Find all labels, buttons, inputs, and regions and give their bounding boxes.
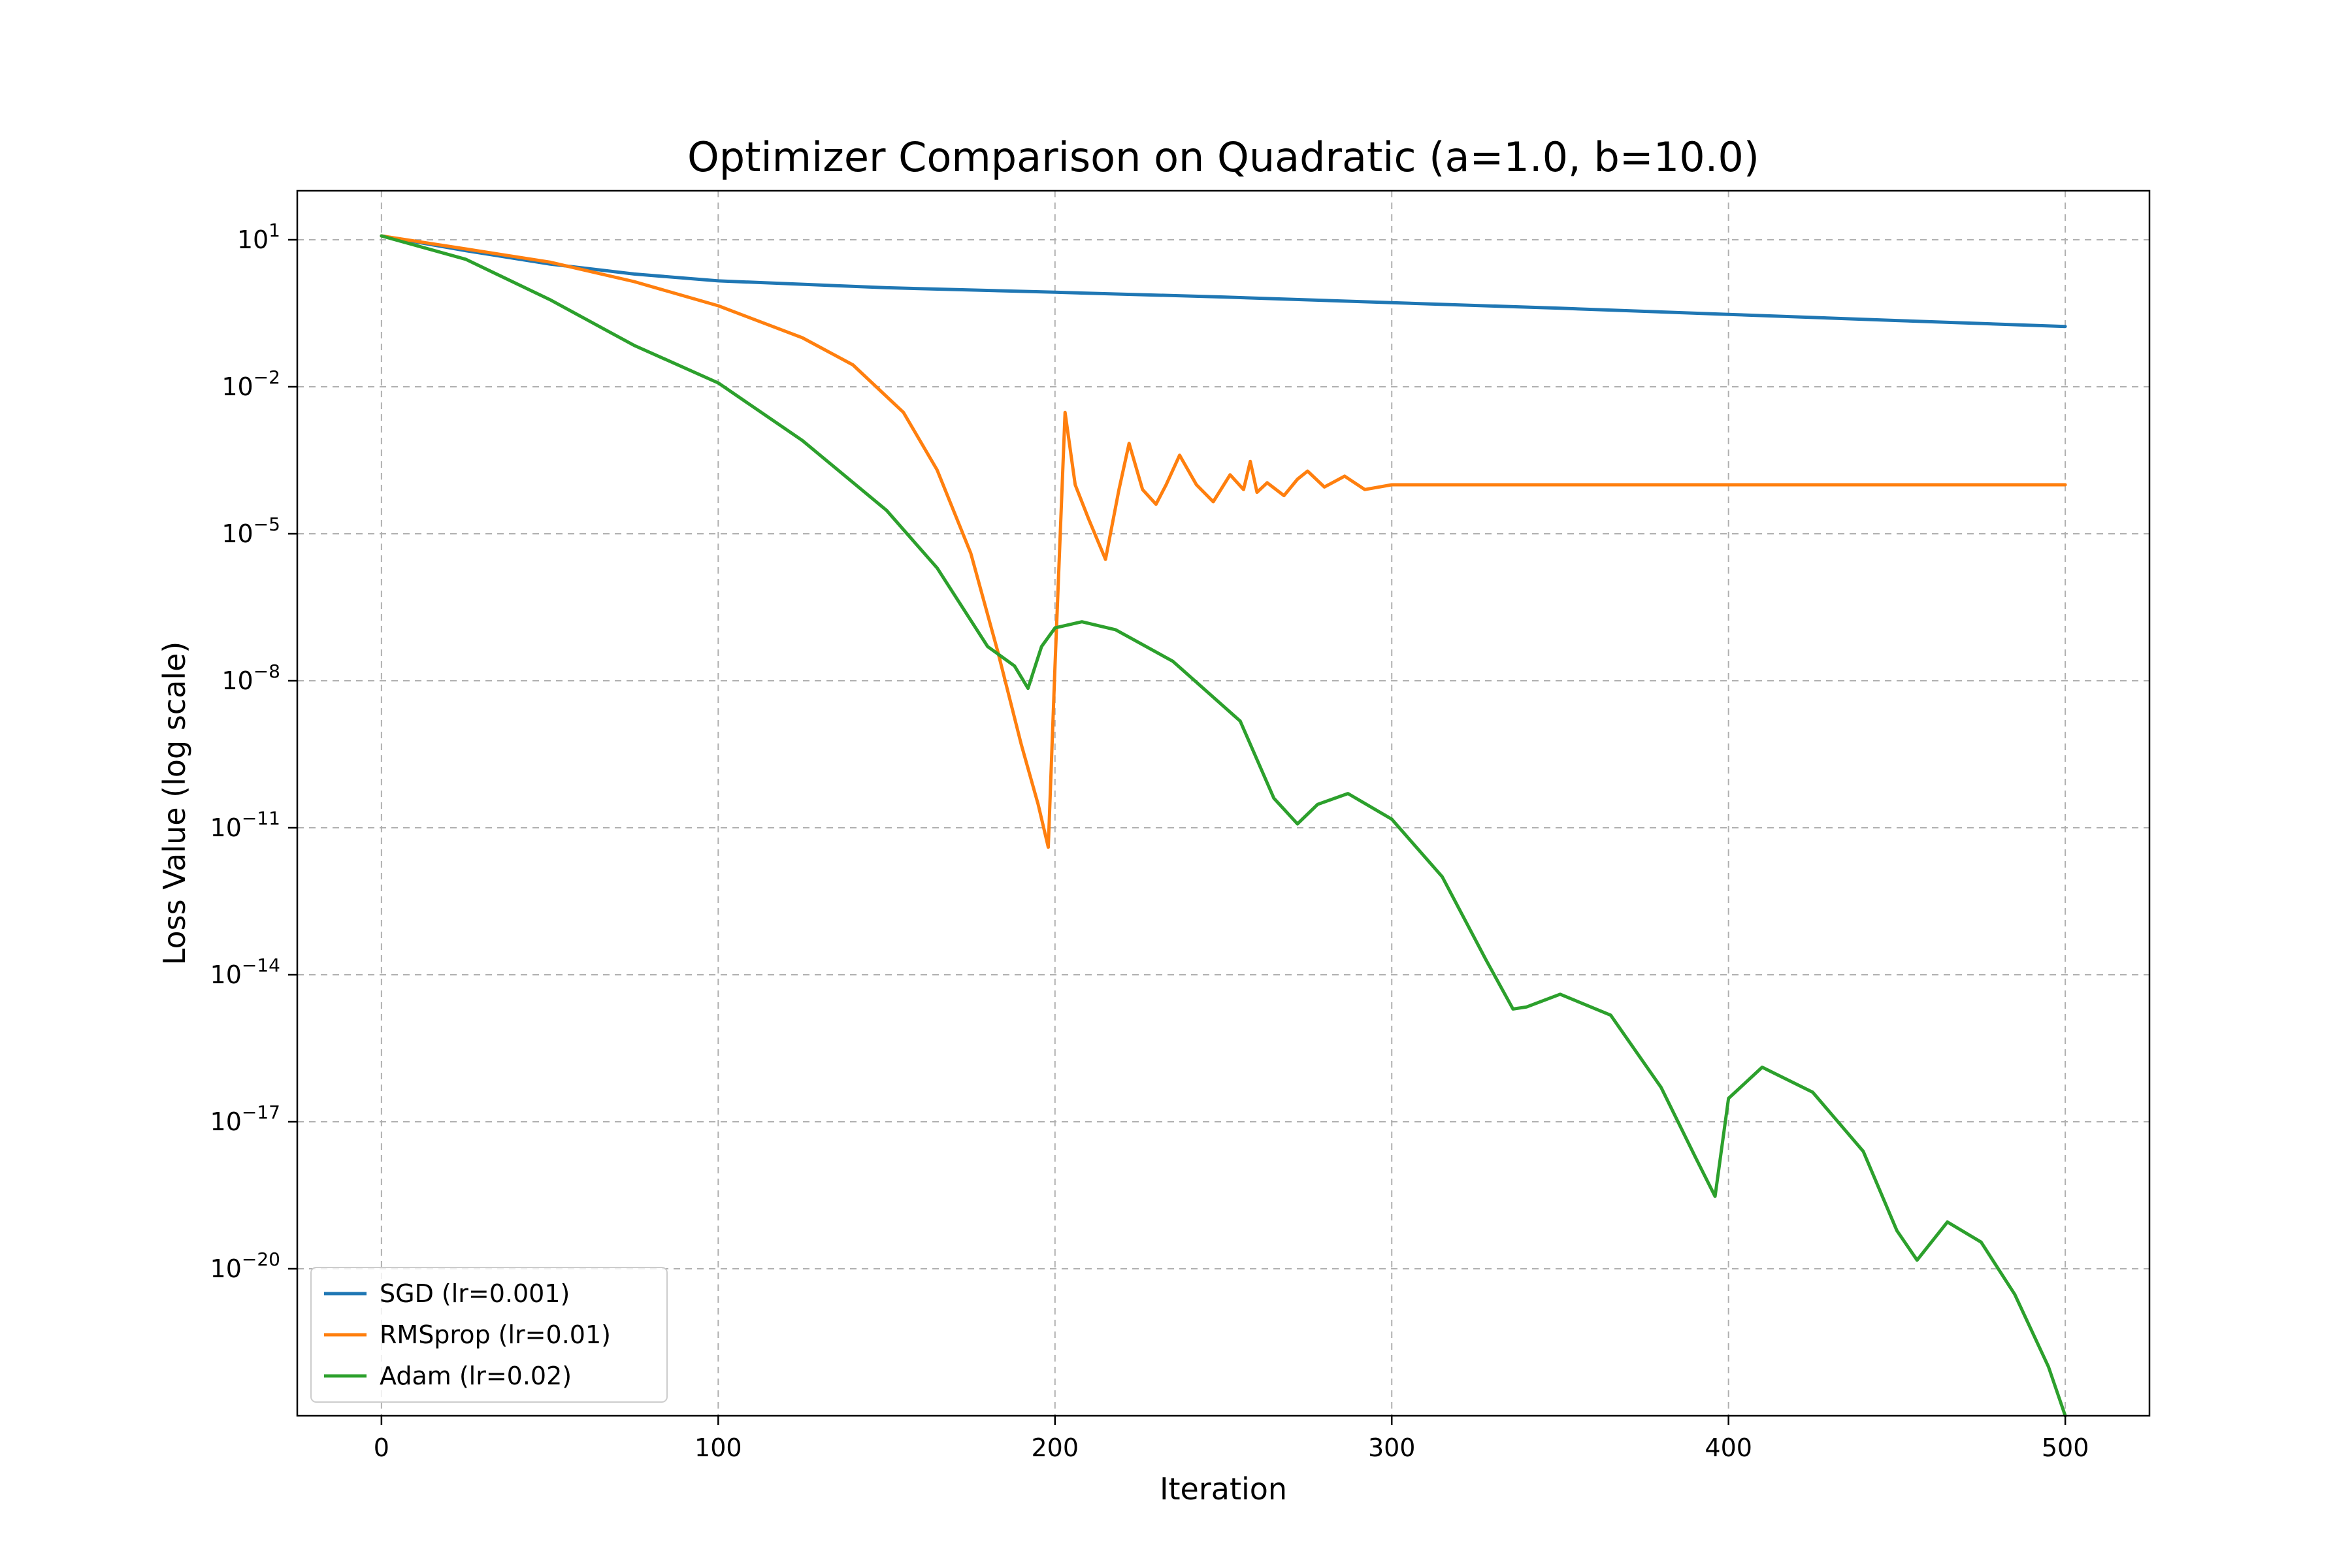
y-tick-label: 10−8 [221, 661, 280, 695]
x-tick-label: 100 [694, 1433, 742, 1462]
x-axis-label: Iteration [1160, 1471, 1287, 1507]
x-tick-label: 0 [374, 1433, 389, 1462]
x-tick-label: 400 [1705, 1433, 1752, 1462]
y-tick-label: 10−17 [210, 1102, 280, 1136]
y-tick-label: 10−2 [221, 367, 280, 401]
y-tick-label: 10−5 [221, 514, 280, 548]
legend: SGD (lr=0.001) RMSprop (lr=0.01) Adam (lr=… [310, 1267, 668, 1403]
y-tick-label: 101 [237, 220, 280, 254]
series-line-1 [380, 234, 2067, 329]
series-line-3 [380, 234, 2067, 1418]
grid [297, 191, 2149, 1416]
x-tick-label: 500 [2042, 1433, 2089, 1462]
y-tick-label: 10−11 [210, 808, 280, 842]
legend-box [310, 1267, 668, 1403]
legend-label: Adam (lr=0.02) [380, 1362, 572, 1390]
legend-label: RMSprop (lr=0.01) [380, 1320, 611, 1349]
series-line-2 [380, 234, 2067, 849]
y-axis-label: Loss Value (log scale) [157, 642, 192, 966]
chart-title: Optimizer Comparison on Quadratic (a=1.0… [687, 133, 1759, 181]
x-tick-label: 300 [1368, 1433, 1416, 1462]
y-tick-label: 10−20 [210, 1249, 280, 1283]
plot-frame [296, 189, 2151, 1417]
legend-label: SGD (lr=0.001) [380, 1279, 570, 1308]
plot-series [380, 234, 2067, 1418]
y-tick-label: 10−14 [210, 955, 280, 989]
axis-ticks: 0 100 200 300 400 500 101 10−2 10−5 10−8 10−11 10−1… [210, 220, 2089, 1462]
x-tick-label: 200 [1032, 1433, 1079, 1462]
